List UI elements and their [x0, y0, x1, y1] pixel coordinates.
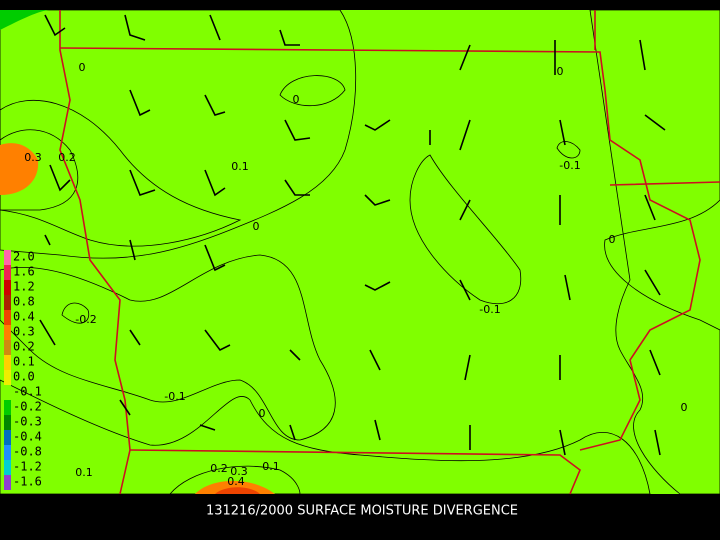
legend-label: -0.1 [13, 385, 42, 399]
contour-label: 0 [293, 93, 300, 106]
legend: 2.01.61.20.80.40.30.20.10.0-0.1-0.2-0.3-… [4, 250, 42, 490]
legend-label: 0.2 [13, 340, 35, 354]
legend-label: 0.8 [13, 295, 35, 309]
contour-label: 0 [259, 407, 266, 420]
contour-label: -0.1 [164, 390, 185, 403]
legend-label: 0.1 [13, 355, 35, 369]
legend-swatch [4, 250, 11, 265]
legend-swatch [4, 355, 11, 370]
legend-label: 0.4 [13, 310, 35, 324]
legend-swatch [4, 475, 11, 490]
legend-label: 0.0 [13, 370, 35, 384]
legend-label: -0.4 [13, 430, 42, 444]
contour-label: 0.1 [262, 460, 280, 473]
legend-swatch [4, 295, 11, 310]
legend-label: -0.3 [13, 415, 42, 429]
contour-label: 0 [557, 65, 564, 78]
state-borders [59, 10, 720, 495]
contour-labels: 0 0 0.3 0.2 0.1 0 -0.1 0 -0.2 -0.1 -0.1 … [24, 61, 687, 488]
contour-label: 0.1 [231, 160, 249, 173]
legend-swatch [4, 430, 11, 445]
legend-label: 1.2 [13, 280, 35, 294]
legend-swatch [4, 385, 11, 400]
legend-swatch [4, 370, 11, 385]
legend-swatch [4, 325, 11, 340]
legend-label: -0.8 [13, 445, 42, 459]
caption: 131216/2000 SURFACE MOISTURE DIVERGENCE [206, 504, 518, 519]
contour-label: 0 [609, 233, 616, 246]
legend-swatch [4, 415, 11, 430]
contour-label: -0.1 [479, 303, 500, 316]
legend-label: -1.2 [13, 460, 42, 474]
field [0, 9, 720, 495]
legend-swatch [4, 460, 11, 475]
contour-label: 0.1 [75, 466, 93, 479]
contour-label: 0 [79, 61, 86, 74]
contour-label: 0.3 [230, 465, 248, 478]
legend-label: 0.3 [13, 325, 35, 339]
legend-swatch [4, 445, 11, 460]
contour-label: 0.4 [227, 475, 245, 488]
wind-barbs [39, 14, 666, 456]
legend-label: 1.6 [13, 265, 35, 279]
contour-label: 0 [681, 401, 688, 414]
contour-label: 0 [253, 220, 260, 233]
contour-label: -0.1 [559, 159, 580, 172]
contour-label: 0.3 [24, 151, 42, 164]
legend-swatch [4, 280, 11, 295]
legend-swatch [4, 400, 11, 415]
contour-label: -0.2 [75, 313, 96, 326]
legend-label: 2.0 [13, 250, 35, 264]
contour-label: 0.2 [58, 151, 76, 164]
legend-swatch [4, 340, 11, 355]
legend-swatch [4, 310, 11, 325]
legend-label: -1.6 [13, 475, 42, 489]
contour-label: 0.2 [210, 462, 228, 475]
legend-label: -0.2 [13, 400, 42, 414]
legend-swatch [4, 265, 11, 280]
